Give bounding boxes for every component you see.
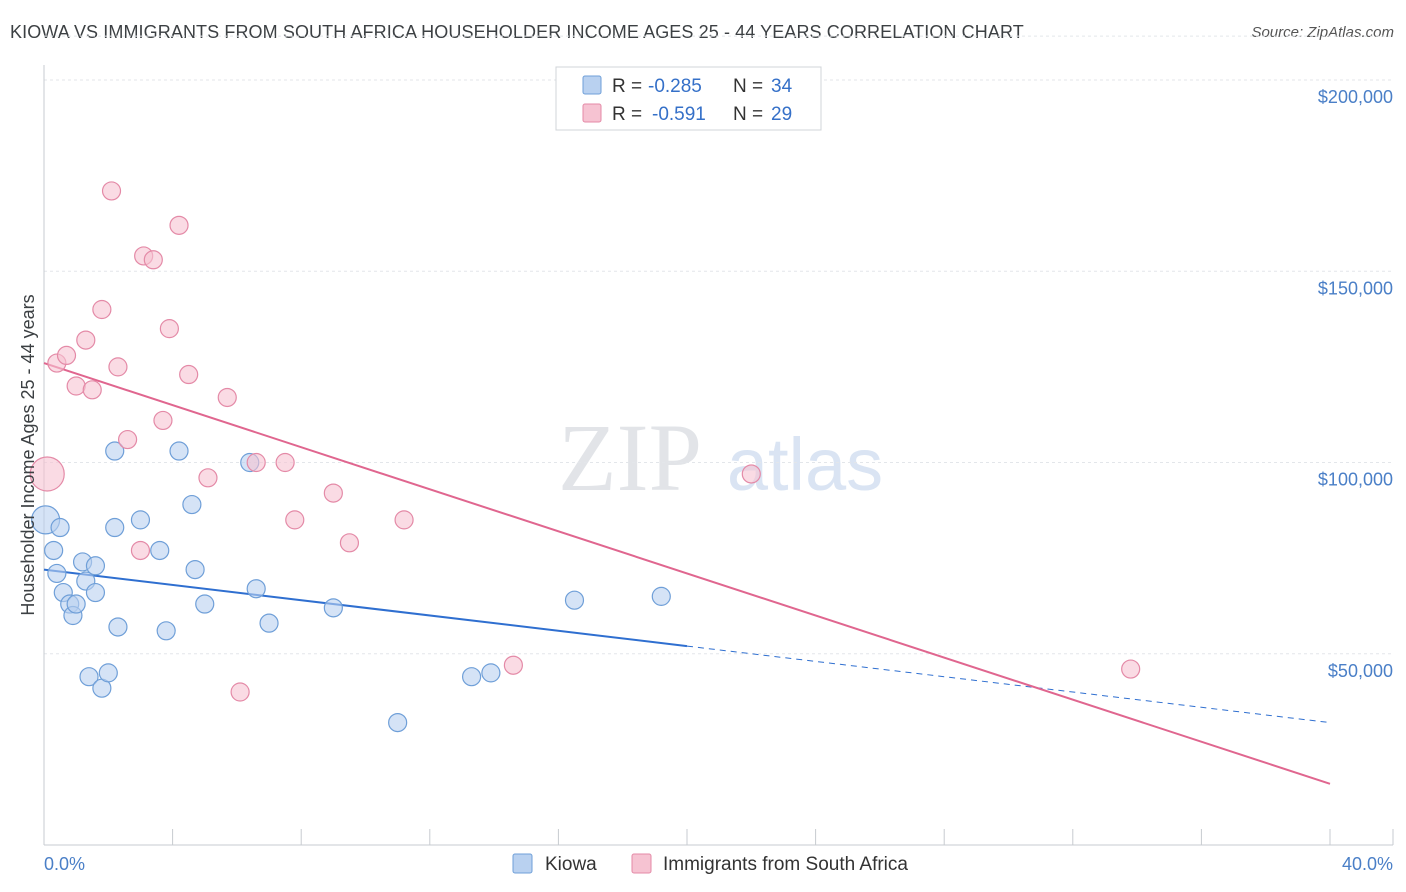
legend-n-label-sa: N = [733, 104, 763, 125]
legend-n-value-kiowa: 34 [771, 76, 793, 97]
watermark-zip: ZIP [558, 404, 702, 511]
point-kiowa-2 [44, 540, 64, 561]
bottom-legend-swatch-sa [631, 853, 652, 874]
point-sa-4 [76, 330, 96, 350]
point-kiowa-31 [481, 663, 501, 683]
point-kiowa-16 [105, 441, 125, 461]
x-tick-label-min: 0.0% [44, 854, 85, 874]
point-sa-22 [285, 510, 305, 530]
point-kiowa-32 [564, 590, 585, 610]
point-kiowa-24 [195, 594, 215, 614]
point-sa-5 [82, 380, 102, 400]
legend-r-value-sa: -0.591 [652, 104, 706, 125]
point-kiowa-27 [259, 613, 279, 633]
point-kiowa-29 [388, 712, 408, 733]
legend-r-value-kiowa: -0.285 [648, 76, 702, 97]
point-kiowa-21 [169, 441, 189, 461]
trend-lines [43, 362, 1331, 785]
data-points [29, 181, 1141, 733]
chart-title: KIOWA VS IMMIGRANTS FROM SOUTH AFRICA HO… [10, 22, 1024, 42]
legend-r-label-sa: R = [612, 104, 642, 125]
point-sa-26 [503, 655, 523, 675]
legend-swatch-sa [582, 103, 602, 123]
point-sa-10 [130, 540, 151, 561]
point-kiowa-23 [185, 559, 205, 580]
point-kiowa-20 [156, 621, 176, 641]
point-kiowa-18 [130, 510, 151, 530]
point-sa-3 [66, 376, 86, 396]
y-tick-label-3: $200,000 [1318, 87, 1393, 107]
trend-line-sa [43, 362, 1331, 785]
point-sa-25 [394, 510, 414, 530]
point-sa-7 [101, 181, 122, 201]
y-tick-label-2: $150,000 [1318, 278, 1393, 298]
trend-line-kiowa [43, 568, 688, 648]
point-kiowa-11 [85, 582, 106, 603]
point-kiowa-17 [108, 617, 128, 637]
bottom-legend-label-sa: Immigrants from South Africa [663, 854, 908, 875]
point-kiowa-19 [150, 540, 170, 561]
point-kiowa-7 [66, 594, 86, 614]
legend-n-label-kiowa: N = [733, 76, 763, 97]
point-sa-28 [1121, 659, 1141, 679]
point-kiowa-30 [461, 667, 482, 687]
point-kiowa-26 [246, 579, 266, 599]
point-sa-21 [275, 452, 295, 473]
point-sa-20 [246, 452, 266, 473]
legend-r-label-kiowa: R = [612, 76, 642, 97]
y-axis-label: Householder Income Ages 25 - 44 years [18, 294, 38, 615]
point-sa-18 [217, 387, 237, 408]
source-label: Source: ZipAtlas.com [1251, 24, 1394, 41]
point-sa-6 [92, 299, 112, 320]
y-tick-label-1: $100,000 [1318, 470, 1393, 490]
watermark: ZIP atlas [558, 404, 883, 511]
point-sa-8 [108, 357, 128, 377]
legend-swatch-kiowa [582, 75, 602, 95]
point-sa-17 [198, 468, 218, 488]
point-sa-15 [169, 215, 189, 235]
point-kiowa-33 [651, 586, 671, 606]
point-kiowa-28 [323, 598, 343, 618]
point-sa-24 [339, 533, 360, 553]
point-sa-19 [230, 682, 250, 702]
y-tick-labels: $50,000 $100,000 $150,000 $200,000 [1318, 87, 1393, 681]
y-tick-label-0: $50,000 [1328, 661, 1393, 681]
point-sa-27 [741, 464, 761, 484]
bottom-legend-swatch-kiowa [512, 853, 533, 874]
point-sa-0 [29, 456, 65, 492]
point-kiowa-1 [50, 517, 70, 538]
point-kiowa-10 [85, 556, 106, 576]
point-sa-9 [117, 429, 138, 450]
point-kiowa-3 [47, 563, 67, 584]
bottom-legend-label-kiowa: Kiowa [545, 854, 597, 875]
point-kiowa-12 [79, 667, 99, 687]
point-sa-2 [56, 345, 77, 365]
point-kiowa-14 [98, 663, 118, 683]
legend-n-value-sa: 29 [771, 104, 792, 125]
trend-line-kiowa-extension [686, 645, 1331, 724]
watermark-atlas: atlas [727, 423, 883, 506]
point-sa-23 [323, 483, 343, 503]
point-sa-16 [179, 364, 199, 385]
point-sa-13 [153, 410, 173, 431]
correlation-legend: R = -0.285 N = 34 R = -0.591 N = 29 [555, 66, 822, 131]
point-sa-12 [143, 250, 163, 270]
series-legend: Kiowa Immigrants from South Africa [512, 853, 908, 875]
axes [43, 65, 1394, 846]
point-sa-14 [159, 319, 179, 339]
x-tick-label-max: 40.0% [1342, 854, 1393, 874]
point-kiowa-15 [105, 517, 125, 538]
point-kiowa-22 [182, 494, 202, 515]
